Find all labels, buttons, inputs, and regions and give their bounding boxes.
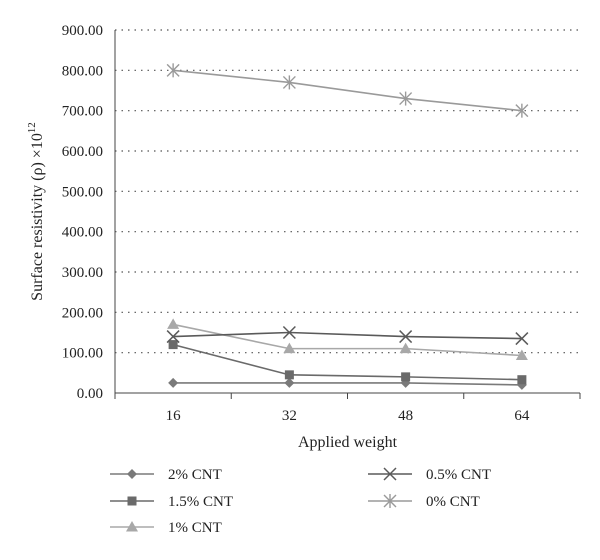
series-line xyxy=(173,331,522,340)
legend-label: 1.5% CNT xyxy=(168,494,233,510)
x-tick-label: 48 xyxy=(398,408,413,424)
legend-label: 0.5% CNT xyxy=(426,467,491,483)
series-line xyxy=(173,382,522,386)
x-tick-label: 64 xyxy=(514,408,530,424)
data-point xyxy=(515,332,529,346)
data-point xyxy=(401,372,411,382)
x-axis-title: Applied weight xyxy=(298,434,398,451)
x-tick-label: 32 xyxy=(282,408,297,424)
gridlines xyxy=(115,29,580,354)
y-tick-label: 300.00 xyxy=(62,265,103,281)
data-point xyxy=(284,377,295,388)
data-point xyxy=(515,349,528,360)
data-point xyxy=(284,370,294,380)
legend-marker xyxy=(127,469,137,479)
series-0 xyxy=(168,377,527,390)
data-point xyxy=(399,330,413,344)
series-2 xyxy=(167,318,528,360)
legend-marker xyxy=(127,496,137,506)
x-tick-labels: 16 32 48 64 xyxy=(166,408,530,424)
series-line xyxy=(172,323,522,357)
legend-label: 0% CNT xyxy=(426,494,480,510)
y-tick-label: 700.00 xyxy=(62,104,103,120)
series-line xyxy=(172,343,522,381)
y-axis-title-superscript: 12 xyxy=(26,122,38,133)
legend-item: 0% CNT xyxy=(368,494,480,510)
legend: 2% CNT 1.5% CNT 1% CNT 0.5% CNT 0% CNT xyxy=(110,467,491,536)
y-tick-label: 100.00 xyxy=(62,346,103,362)
data-point xyxy=(282,325,296,340)
axes xyxy=(114,30,581,399)
legend-marker xyxy=(126,521,138,532)
legend-item: 0.5% CNT xyxy=(368,467,491,483)
y-tick-label: 0.00 xyxy=(77,386,103,402)
legend-item: 2% CNT xyxy=(110,467,222,483)
data-point xyxy=(283,342,296,354)
legend-label: 1% CNT xyxy=(168,520,222,536)
y-tick-label: 800.00 xyxy=(62,63,103,79)
legend-marker xyxy=(383,494,397,508)
x-tick-label: 16 xyxy=(166,408,182,424)
data-point xyxy=(168,340,178,350)
data-point xyxy=(168,377,179,388)
legend-label: 2% CNT xyxy=(168,467,222,483)
data-point xyxy=(515,103,529,118)
series-1 xyxy=(168,340,527,385)
legend-item: 1% CNT xyxy=(110,520,222,536)
y-tick-label: 600.00 xyxy=(62,144,103,160)
series-3 xyxy=(166,325,529,346)
data-point xyxy=(166,330,180,344)
series-4 xyxy=(166,63,529,118)
data-point xyxy=(399,342,412,354)
y-tick-label: 900.00 xyxy=(62,23,103,39)
y-axis-title: Surface resistivity (ρ) ×1012 xyxy=(26,122,46,301)
y-tick-label: 500.00 xyxy=(62,184,103,200)
legend-marker xyxy=(383,467,397,481)
data-point xyxy=(167,318,180,329)
series-layer xyxy=(166,63,529,390)
y-tick-label: 400.00 xyxy=(62,225,103,241)
y-axis-title-main: Surface resistivity (ρ) ×10 xyxy=(29,133,46,301)
series-line xyxy=(173,69,522,112)
data-point xyxy=(517,375,527,385)
data-point xyxy=(166,63,180,78)
legend-item: 1.5% CNT xyxy=(110,494,233,510)
data-point xyxy=(282,75,296,90)
y-tick-labels: 0.00 100.00 200.00 300.00 400.00 500.00 600.00… xyxy=(62,23,103,402)
y-tick-label: 200.00 xyxy=(62,305,103,321)
data-point xyxy=(399,91,413,106)
